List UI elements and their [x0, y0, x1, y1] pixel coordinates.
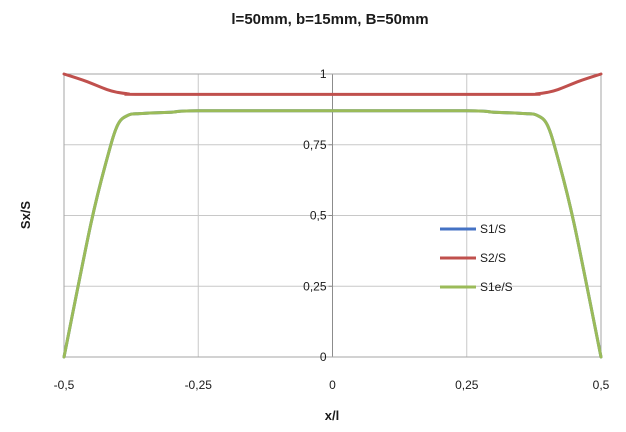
- legend: S1/S S2/S S1e/S: [440, 222, 513, 294]
- grid: [63, 73, 602, 358]
- y-tick-label: 0,5: [310, 209, 327, 223]
- series-line-s1e-s: [62, 109, 603, 359]
- x-axis-title: x/l: [325, 408, 339, 423]
- tick-labels: -0,5 -0,25 0 0,25 0,5 0 0,25 0,5 0,75 1: [54, 67, 610, 392]
- y-tick-label: 0: [320, 350, 327, 364]
- legend-label-s1e-s: S1e/S: [480, 280, 513, 294]
- x-tick-label: -0,25: [185, 378, 213, 392]
- x-tick-label: -0,5: [54, 378, 75, 392]
- plot-area-border: [63, 73, 602, 358]
- x-tick-label: 0,5: [593, 378, 610, 392]
- legend-label-s1-s: S1/S: [480, 222, 506, 236]
- chart-title: l=50mm, b=15mm, B=50mm: [231, 11, 428, 28]
- series-lines: [62, 72, 603, 359]
- y-tick-label: 0,25: [303, 279, 327, 293]
- y-tick-label: 0,75: [303, 138, 327, 152]
- series-line-s2-s: [62, 72, 603, 96]
- y-axis-title: Sx/S: [18, 201, 33, 230]
- x-tick-label: 0: [329, 378, 336, 392]
- y-tick-label: 1: [320, 67, 327, 81]
- x-tick-label: 0,25: [455, 378, 479, 392]
- legend-label-s2-s: S2/S: [480, 251, 506, 265]
